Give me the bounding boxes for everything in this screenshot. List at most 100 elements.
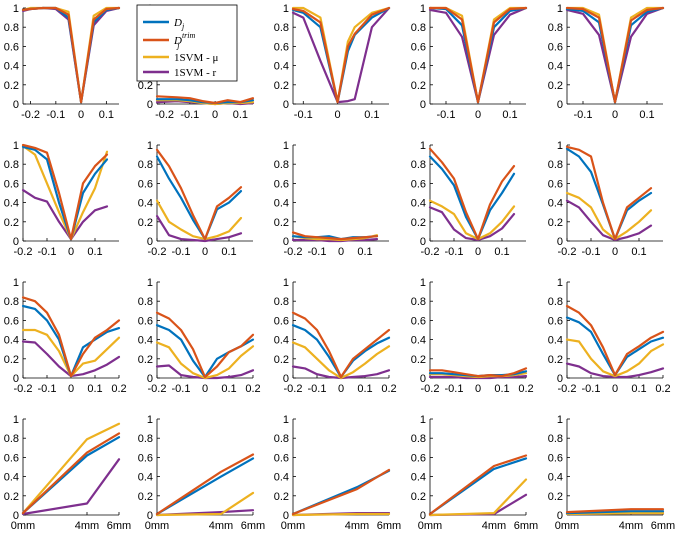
series-line-svm_mu	[21, 422, 121, 515]
y-tick-label: 0.6	[4, 315, 19, 327]
x-tick-label: 0	[68, 383, 74, 395]
y-tick-label: 1	[13, 277, 19, 289]
y-tick-label: 0.8	[274, 433, 289, 445]
series-line-svm_mu	[21, 144, 109, 241]
subplot-r1-c4: 0 0.2 0.4 0.6 0.8 1 -0.1 0 0.1	[411, 3, 528, 121]
subplot-r1-c1: 0 0.2 0.4 0.6 0.8 1 -0.2 -0.1 0 0.1	[4, 3, 121, 121]
subplot-r4-c2: 0 0.2 0.4 0.6 0.8 1 0mm 4mm 6mm	[138, 414, 266, 532]
x-tick-label: 0	[612, 383, 618, 395]
subplot-r2-c3: 0 0.2 0.4 0.6 0.8 1 -0.2 -0.1 0 0.1	[274, 140, 389, 258]
series-line-Dj_trim	[565, 145, 653, 241]
x-tick-label: 0	[475, 383, 481, 395]
series-line-svm_mu	[428, 199, 516, 241]
y-tick-label: 0.2	[274, 80, 289, 92]
x-tick-label: 4mm	[619, 520, 643, 532]
legend-entry-Dj: Dj	[143, 17, 185, 31]
y-tick-label: 0.2	[4, 491, 19, 503]
y-tick-label: 0.2	[411, 354, 426, 366]
x-tick-label: -0.1	[38, 383, 57, 395]
y-tick-label: 0.8	[411, 296, 426, 308]
y-tick-label: 0.6	[138, 178, 153, 190]
x-tick-label: 0	[612, 246, 618, 258]
y-tick-label: 1	[557, 277, 563, 289]
y-tick-label: 1	[13, 414, 19, 426]
y-tick-label: 0.8	[411, 159, 426, 171]
x-tick-label: 0.1	[357, 383, 372, 395]
y-tick-label: 0.6	[548, 41, 563, 53]
subplot-r3-c1: 0 0.2 0.4 0.6 0.8 1 -0.2 -0.1 0 0.1 0.2	[4, 277, 127, 395]
y-tick-label: 0.8	[4, 22, 19, 34]
x-tick-label: -0.1	[172, 383, 191, 395]
series-line-svm_r	[155, 214, 243, 243]
series-line-Dj_trim	[155, 148, 243, 241]
y-tick-label: 0.6	[274, 41, 289, 53]
series-line-svm_r	[565, 6, 665, 104]
x-tick-label: 0mm	[555, 520, 579, 532]
y-tick-label: 0.4	[411, 198, 426, 210]
y-tick-label: 0.8	[274, 296, 289, 308]
series-line-svm_mu	[155, 199, 243, 241]
y-tick-label: 0.8	[138, 296, 153, 308]
y-tick-label: 0.4	[138, 335, 153, 347]
y-tick-label: 0.6	[138, 452, 153, 464]
x-tick-label: 0	[475, 109, 481, 121]
series-line-svm_r	[565, 199, 653, 242]
series-line-svm_mu	[565, 338, 665, 378]
subplot-r4-c3: 0 0.2 0.4 0.6 0.8 1 0mm 4mm 6mm	[274, 414, 402, 532]
x-tick-label: -0.1	[172, 246, 191, 258]
y-tick-label: 0.4	[411, 472, 426, 484]
y-tick-label: 0.8	[548, 433, 563, 445]
x-tick-label: 6mm	[241, 520, 265, 532]
x-tick-label: 0	[68, 246, 74, 258]
series-line-Dj_trim	[155, 311, 255, 379]
y-tick-label: 0	[13, 236, 19, 248]
y-tick-label: 0.4	[548, 61, 563, 73]
y-tick-label: 0.2	[411, 80, 426, 92]
x-tick-label: -0.1	[582, 246, 601, 258]
y-tick-label: 0.6	[138, 315, 153, 327]
y-tick-label: 0.4	[411, 335, 426, 347]
series-line-Dj	[21, 436, 121, 515]
subplot-r2-c2: 0 0.2 0.4 0.6 0.8 1 -0.2 -0.1 0 0.1	[138, 140, 253, 258]
x-tick-label: 0mm	[145, 520, 169, 532]
y-tick-label: 1	[283, 3, 289, 15]
x-tick-label: -0.2	[421, 246, 440, 258]
y-tick-label: 1	[283, 414, 289, 426]
x-tick-label: -0.1	[294, 109, 313, 121]
x-tick-label: 0.1	[631, 246, 646, 258]
y-tick-label: 0.2	[548, 80, 563, 92]
y-tick-label: 0.6	[274, 452, 289, 464]
y-tick-label: 1	[420, 414, 426, 426]
y-tick-label: 0.8	[138, 159, 153, 171]
x-tick-label: 0	[612, 109, 618, 121]
y-tick-label: 0.2	[274, 354, 289, 366]
y-tick-label: 0.2	[274, 491, 289, 503]
x-tick-label: -0.2	[558, 246, 577, 258]
x-tick-label: 0	[475, 246, 481, 258]
x-tick-label: -0.2	[14, 246, 33, 258]
y-tick-label: 0.4	[4, 198, 19, 210]
series-line-svm_r	[291, 238, 379, 243]
x-tick-label: 0	[78, 109, 84, 121]
x-tick-label: 0.1	[357, 246, 372, 258]
x-tick-label: 0mm	[418, 520, 442, 532]
x-tick-label: 0mm	[11, 520, 35, 532]
series-line-Dj_trim	[428, 6, 528, 104]
y-tick-label: 0.6	[411, 315, 426, 327]
y-tick-label: 0.6	[4, 452, 19, 464]
y-tick-label: 0.4	[138, 472, 153, 484]
y-tick-label: 0.8	[4, 159, 19, 171]
subplot-r3-c5: 0 0.2 0.4 0.6 0.8 1 -0.2 -0.1 0 0.1 0.2	[548, 277, 671, 395]
y-tick-label: 0	[147, 236, 153, 248]
x-tick-label: 0	[202, 383, 208, 395]
subplot-r1-c5: 0 0.2 0.4 0.6 0.8 1 -0.1 0 0.1	[548, 3, 665, 121]
y-tick-label: 0.4	[138, 198, 153, 210]
series-line-svm_mu	[565, 6, 665, 104]
y-tick-label: 0.4	[548, 472, 563, 484]
x-tick-label: -0.1	[582, 383, 601, 395]
legend-label: Dj	[173, 17, 185, 31]
series-line-Dj	[565, 6, 665, 104]
y-tick-label: 0	[283, 99, 289, 111]
y-tick-label: 0	[147, 373, 153, 385]
